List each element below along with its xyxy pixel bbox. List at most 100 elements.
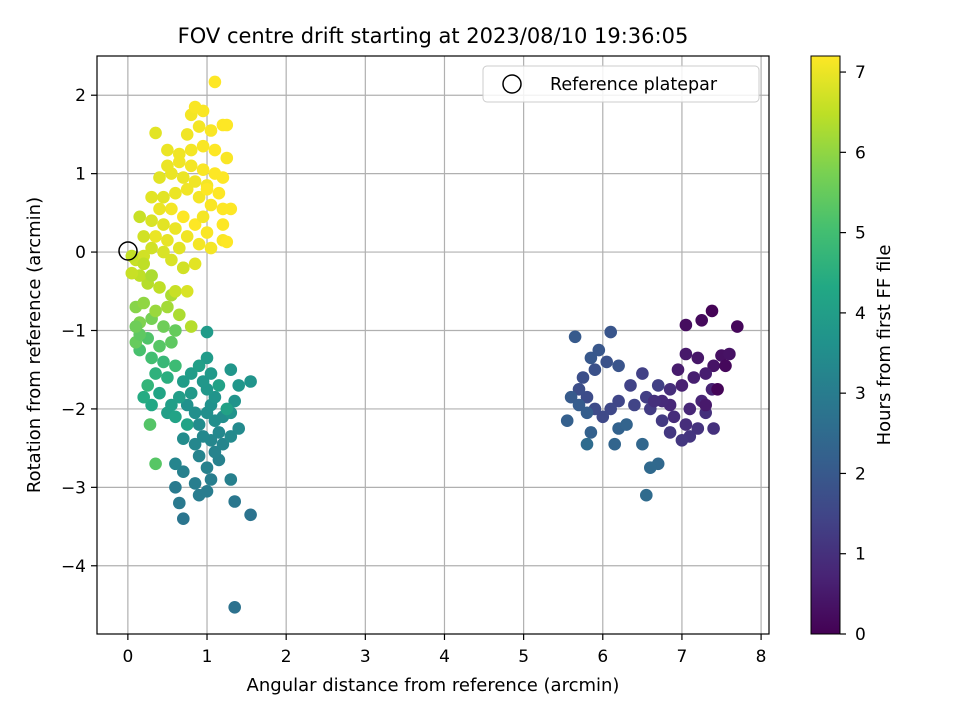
scatter-point <box>707 422 720 435</box>
scatter-point <box>224 430 238 443</box>
scatter-point <box>196 210 210 224</box>
data-points <box>125 75 744 614</box>
scatter-point <box>165 202 178 216</box>
scatter-point <box>145 241 158 255</box>
scatter-point <box>228 495 241 508</box>
scatter-point <box>196 375 210 388</box>
x-axis-ticks: 0 1 2 3 4 5 6 7 8 <box>122 634 766 667</box>
colorbar-ticks: 0 1 2 3 4 5 6 7 <box>840 63 866 645</box>
legend-box <box>482 65 760 103</box>
colorbar-tick-label: 3 <box>855 384 866 404</box>
scatter-point <box>180 398 194 412</box>
scatter-point <box>220 402 234 416</box>
scatter-point <box>232 379 245 392</box>
scatter-point <box>612 394 625 408</box>
scatter-point <box>564 390 578 404</box>
scatter-point <box>180 285 194 298</box>
x-tick-label: 7 <box>677 647 688 667</box>
x-tick-label: 5 <box>518 647 529 667</box>
scatter-point <box>212 426 226 439</box>
colorbar-gradient <box>810 55 841 635</box>
scatter-point <box>165 253 178 267</box>
scatter-point <box>604 325 617 339</box>
scatter-point <box>232 422 245 435</box>
scatter-point <box>568 330 582 344</box>
scatter-point <box>157 218 170 231</box>
scatter-point <box>675 434 689 447</box>
scatter-point <box>647 394 661 408</box>
scatter-point <box>161 300 174 314</box>
scatter-point <box>188 218 202 231</box>
scatter-point <box>149 230 162 243</box>
scatter-point <box>699 398 712 412</box>
scatter-point <box>628 398 641 412</box>
scatter-point <box>620 418 633 431</box>
scatter-point <box>149 304 162 318</box>
scatter-point <box>145 269 158 282</box>
scatter-point <box>149 367 162 380</box>
x-tick-label: 6 <box>597 647 608 667</box>
scatter-point <box>560 414 574 428</box>
scatter-point <box>188 437 202 451</box>
y-tick-label: −3 <box>61 478 86 498</box>
scatter-point <box>169 285 182 298</box>
scatter-point <box>208 390 222 404</box>
scatter-point <box>192 359 206 373</box>
scatter-point <box>125 266 139 280</box>
scatter-point <box>153 202 166 216</box>
scatter-point <box>196 163 210 176</box>
y-tick-label: −1 <box>61 321 86 341</box>
scatter-point <box>228 394 241 408</box>
scatter-point <box>173 147 186 161</box>
y-tick-label: −2 <box>61 400 86 420</box>
scatter-point <box>153 339 166 353</box>
scatter-point <box>612 359 625 373</box>
scatter-point <box>224 202 238 216</box>
scatter-point <box>204 198 218 212</box>
scatter-point <box>177 512 190 525</box>
scatter-point <box>584 426 598 439</box>
scatter-point <box>695 314 708 327</box>
scatter-point <box>137 390 150 404</box>
scatter-point <box>663 426 677 439</box>
x-tick-label: 1 <box>202 647 213 667</box>
scatter-point <box>572 383 586 396</box>
scatter-point <box>180 183 194 196</box>
colorbar-tick-label: 6 <box>855 143 866 163</box>
scatter-point <box>244 508 257 522</box>
scatter-point <box>580 390 594 404</box>
scatter-point <box>188 477 202 490</box>
scatter-point <box>711 383 724 396</box>
scatter-point <box>137 230 150 243</box>
y-axis-label: Rotation from reference (arcmin) <box>24 197 45 493</box>
scatter-point <box>173 241 186 255</box>
scatter-point <box>192 449 206 463</box>
scatter-point <box>228 601 241 614</box>
y-axis-ticks: −4 −3 −2 −1 0 1 2 <box>61 86 97 577</box>
scatter-point <box>691 422 705 435</box>
scatter-point <box>161 371 174 384</box>
colorbar-tick-label: 1 <box>855 545 866 565</box>
scatter-point <box>177 432 190 446</box>
scatter-point <box>204 473 218 486</box>
scatter-point <box>208 75 222 89</box>
reference-point-marker <box>118 241 138 261</box>
scatter-point <box>153 386 166 400</box>
plot-frame <box>96 55 770 635</box>
scatter-point <box>691 351 705 365</box>
scatter-point <box>200 325 214 339</box>
scatter-point <box>173 390 186 404</box>
scatter-point <box>153 171 166 184</box>
scatter-point <box>576 371 590 384</box>
scatter-point <box>157 320 170 333</box>
colorbar: 0 1 2 3 4 5 6 7 Hours from first FF file <box>810 55 895 645</box>
scatter-point <box>651 379 665 392</box>
scatter-point <box>580 406 594 420</box>
scatter-point <box>600 355 613 369</box>
scatter-point <box>177 210 190 224</box>
chart-title: FOV centre drift starting at 2023/08/10 … <box>178 24 689 48</box>
legend: Reference platepar <box>482 65 760 103</box>
scatter-point <box>145 398 158 412</box>
scatter-point <box>200 485 214 498</box>
scatter-point <box>157 190 170 204</box>
